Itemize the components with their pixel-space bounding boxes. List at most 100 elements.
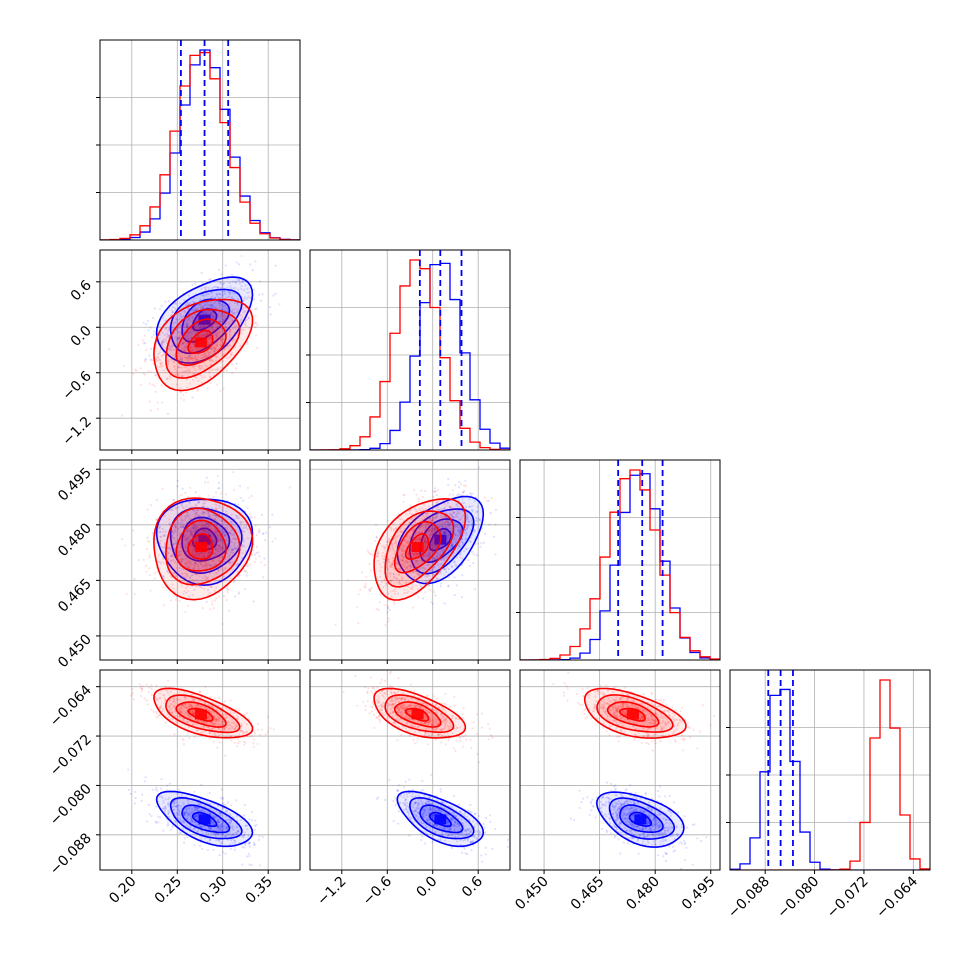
xtick-label: −0.6 (360, 873, 395, 908)
contour-line-1-0 (153, 497, 254, 601)
xtick-label: 0.450 (512, 874, 552, 914)
panel-frame (99, 669, 301, 871)
density-peak-1 (194, 709, 207, 720)
contour-line-1-2 (175, 701, 227, 728)
contour-line-0-1 (169, 507, 243, 575)
contour-line-1-2 (175, 519, 227, 572)
scatter-points-1 (120, 254, 281, 417)
histogram-panel-1 (306, 249, 511, 451)
contour-line-1-3 (187, 532, 214, 561)
contour-line-0-1 (169, 796, 243, 840)
density-panel-3-1 (309, 669, 511, 874)
histogram-step-0 (730, 688, 930, 870)
xtick-label: 0.30 (197, 874, 230, 907)
xtick-label: −0.080 (774, 874, 822, 922)
histogram-step-0 (310, 262, 510, 450)
xtick-label: 0.20 (106, 874, 139, 907)
contour-line-0-2 (419, 804, 464, 834)
histogram-step-1 (520, 469, 720, 660)
ytick-label: 0.465 (55, 576, 95, 616)
xtick-label: −1.2 (314, 874, 349, 909)
xtick-label: −0.064 (873, 873, 921, 921)
histogram-panel-0 (96, 39, 301, 241)
contour-line-0-1 (608, 797, 676, 840)
density-panel-1-0 (96, 249, 301, 454)
contour-line-1-0 (373, 497, 467, 601)
contour-line-1-1 (165, 507, 241, 586)
histogram-panel-2 (516, 459, 721, 661)
contour-line-1-3 (187, 707, 214, 722)
ytick-label: −0.080 (47, 781, 95, 829)
panel-frame (99, 39, 301, 241)
contour-line-1-2 (606, 700, 660, 728)
contour-line-1-1 (596, 694, 674, 733)
density-peak-1 (411, 542, 424, 553)
ytick-label: −1.2 (59, 414, 94, 449)
contour-line-0-1 (408, 508, 475, 575)
density-peak-1 (194, 337, 207, 348)
xtick-label: 0.480 (623, 874, 663, 914)
contour-line-0-1 (169, 288, 243, 355)
histogram-step-1 (100, 51, 300, 240)
contour-line-0-0 (155, 790, 254, 848)
density-panel-3-0 (96, 669, 301, 874)
density-peak-1 (411, 709, 424, 720)
density-peak-0 (634, 814, 647, 825)
contour-line-1-0 (583, 687, 687, 739)
contour-line-1-1 (165, 308, 241, 379)
panel-frame (99, 249, 301, 451)
xtick-label: 0.35 (243, 874, 276, 907)
density-peak-0 (198, 534, 211, 545)
density-panel-3-2 (519, 669, 721, 874)
panel-frame (99, 459, 301, 661)
contour-line-0-0 (595, 791, 685, 848)
histogram-panel-3 (726, 669, 931, 871)
ytick-label: −0.072 (47, 732, 95, 780)
contour-line-0-0 (396, 495, 485, 585)
contour-line-1-0 (373, 687, 467, 739)
contour-line-0-0 (155, 498, 254, 587)
panel-frame (309, 249, 511, 451)
panel-frame (519, 459, 721, 661)
xtick-label: 0.0 (413, 874, 440, 901)
contour-line-1-2 (175, 318, 227, 367)
contour-line-1-1 (384, 510, 455, 588)
ytick-label: 0.0 (68, 323, 95, 350)
density-peak-1 (194, 542, 207, 553)
density-peak-0 (434, 814, 447, 825)
xtick-label: −0.072 (824, 874, 872, 922)
density-peak-0 (198, 814, 211, 825)
xtick-label: −0.088 (725, 874, 773, 922)
contour-line-0-2 (181, 516, 231, 562)
contour-line-1-0 (153, 298, 254, 392)
ytick-label: −0.6 (59, 368, 94, 403)
ytick-label: −0.088 (47, 830, 95, 878)
ytick-label: 0.480 (55, 520, 95, 560)
contour-line-0-2 (619, 804, 664, 834)
xtick-label: 0.495 (679, 874, 719, 914)
panel-frame (729, 669, 931, 871)
contour-line-1-3 (404, 532, 430, 561)
ytick-label: −0.064 (47, 682, 95, 730)
density-panel-2-1 (309, 459, 511, 664)
panels-layer (96, 39, 931, 874)
ytick-label: 0.6 (68, 277, 95, 304)
contour-line-0-2 (181, 804, 231, 834)
panel-frame (309, 669, 511, 871)
ytick-label: 0.450 (55, 631, 95, 671)
contour-line-1-3 (618, 707, 646, 722)
contour-line-1-2 (393, 701, 442, 728)
ytick-label: 0.495 (55, 465, 95, 505)
contour-line-0-0 (396, 790, 485, 848)
contour-line-1-3 (187, 329, 214, 355)
density-peak-1 (626, 709, 639, 720)
contour-line-1-1 (384, 694, 455, 734)
xtick-label: 0.465 (568, 874, 608, 914)
panel-frame (519, 669, 721, 871)
histogram-step-1 (310, 259, 510, 450)
density-panel-2-0 (96, 459, 301, 664)
panel-frame (309, 459, 511, 661)
contour-line-0-3 (428, 527, 452, 552)
contour-line-1-2 (393, 520, 442, 574)
